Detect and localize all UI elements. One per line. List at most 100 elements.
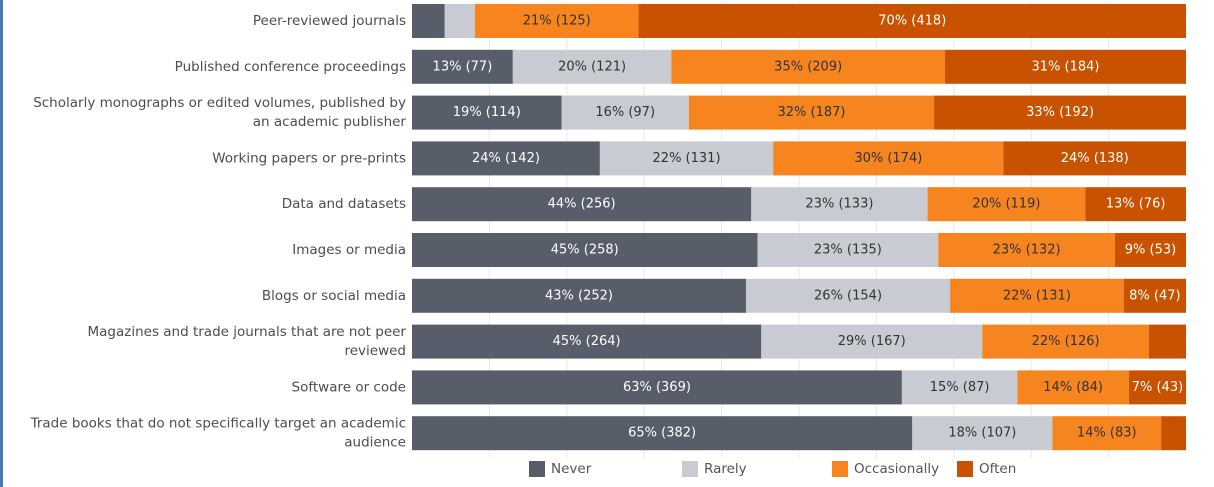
data-label: 22% (126)	[1032, 334, 1100, 349]
legend-item-rarely: Rarely	[682, 461, 747, 477]
stacked-bar-chart: Peer-reviewed journals Published conferen…	[30, 2, 1186, 477]
bar-segment-rarely	[901, 370, 1018, 405]
bar-segment-often	[1085, 187, 1186, 222]
category-label: Magazines and trade journals that are no…	[87, 324, 406, 340]
bar-segment-rarely	[599, 141, 774, 176]
bar-segment-occasionally	[671, 49, 946, 84]
bar-segment-occasionally	[938, 233, 1116, 267]
category-label: Images or media	[292, 242, 406, 258]
data-label: 20% (121)	[558, 59, 626, 74]
data-label: 23% (132)	[993, 243, 1061, 258]
bar-segment-occasionally	[927, 187, 1086, 222]
bar-segment-occasionally	[950, 278, 1124, 313]
data-label: 18% (107)	[948, 426, 1016, 441]
data-label: 33% (192)	[1026, 105, 1094, 120]
category-label: Peer-reviewed journals	[253, 13, 406, 29]
data-label: 23% (133)	[805, 197, 873, 212]
data-label: 44% (256)	[548, 197, 616, 212]
legend-item-often: Often	[957, 461, 1016, 477]
bar-segment-often	[638, 4, 1186, 38]
data-label: 45% (258)	[551, 243, 619, 258]
bar-segment-never	[412, 324, 762, 359]
data-label: 32% (187)	[777, 105, 845, 120]
data-label: 23% (135)	[814, 243, 882, 258]
data-label: 30% (174)	[854, 151, 922, 166]
data-label: 7% (43)	[1132, 380, 1183, 395]
data-label: 13% (77)	[433, 59, 493, 74]
bar-segment-often	[1128, 370, 1186, 405]
legend-label: Often	[979, 461, 1016, 477]
data-label: 63% (369)	[623, 380, 691, 395]
data-label: 14% (84)	[1043, 380, 1103, 395]
data-label: 22% (131)	[1003, 288, 1071, 303]
legend-swatch	[957, 461, 973, 477]
category-label: Blogs or social media	[262, 288, 406, 304]
bar-segment-never	[412, 141, 600, 176]
bar-segment-often	[1003, 141, 1186, 176]
bar-segment-often	[1148, 324, 1186, 359]
category-labels: Peer-reviewed journals Published conferen…	[30, 13, 407, 451]
legend-swatch	[529, 461, 545, 477]
category-label: Scholarly monographs or edited volumes, …	[33, 95, 406, 111]
bar-segment-often	[1115, 233, 1186, 267]
bar-segment-rarely	[751, 187, 928, 222]
bar-segment-never	[412, 370, 902, 405]
data-label: 15% (87)	[930, 380, 990, 395]
bar-segment-never	[412, 49, 513, 84]
legend-item-occasionally: Occasionally	[832, 461, 939, 477]
category-label: audience	[344, 435, 406, 451]
bars: 21% (125) 70% (418) 13% (77) 20% (121) 35% (…	[412, 4, 1186, 451]
data-label: 14% (83)	[1077, 426, 1137, 441]
legend-item-never: Never	[529, 461, 592, 477]
bar-segment-occasionally	[773, 141, 1004, 176]
data-label: 24% (142)	[472, 151, 540, 166]
legend-swatch	[832, 461, 848, 477]
legend: Never Rarely Occasionally Often	[529, 461, 1016, 477]
bar-segment-often	[1123, 278, 1186, 313]
bar-segment-often	[1161, 416, 1186, 451]
data-label: 29% (167)	[838, 334, 906, 349]
bar-segment-never	[412, 187, 752, 222]
bar-segment-rarely	[757, 233, 939, 267]
bar-segment-never	[412, 416, 913, 451]
data-label: 16% (97)	[595, 105, 655, 120]
data-label: 21% (125)	[523, 14, 591, 29]
data-label: 13% (76)	[1106, 197, 1166, 212]
bar-segment-occasionally	[474, 4, 639, 38]
bar-segment-rarely	[912, 416, 1053, 451]
category-label: an academic publisher	[253, 114, 407, 130]
data-label: 35% (209)	[774, 59, 842, 74]
data-label: 19% (114)	[453, 105, 521, 120]
category-label: Working papers or pre-prints	[212, 150, 406, 166]
bar-segment-rarely	[444, 4, 475, 38]
data-label: 31% (184)	[1032, 59, 1100, 74]
bar-segment-rarely	[745, 278, 951, 313]
legend-label: Occasionally	[854, 461, 939, 477]
bar-segment-never	[412, 95, 562, 130]
data-label: 8% (47)	[1129, 288, 1180, 303]
data-label: 43% (252)	[545, 288, 613, 303]
data-label: 9% (53)	[1125, 243, 1176, 258]
data-label: 65% (382)	[628, 426, 696, 441]
bar-segment-occasionally	[688, 95, 935, 130]
bar-segment-rarely	[761, 324, 983, 359]
data-label: 24% (138)	[1061, 151, 1129, 166]
bar-segment-never	[412, 4, 445, 38]
bar-segment-occasionally	[1017, 370, 1129, 405]
category-label: Data and datasets	[282, 196, 406, 212]
bar-segment-occasionally	[982, 324, 1149, 359]
legend-label: Rarely	[704, 461, 747, 477]
data-label: 26% (154)	[814, 288, 882, 303]
data-label: 45% (264)	[553, 334, 621, 349]
bar-segment-rarely	[561, 95, 689, 130]
legend-swatch	[682, 461, 698, 477]
bar-segment-often	[934, 95, 1186, 130]
bar-segment-often	[945, 49, 1186, 84]
bar-segment-occasionally	[1052, 416, 1162, 451]
bar-segment-rarely	[512, 49, 672, 84]
data-label: 22% (131)	[653, 151, 721, 166]
category-label: reviewed	[344, 343, 406, 359]
category-label: Published conference proceedings	[175, 59, 406, 75]
bar-segment-never	[412, 233, 758, 267]
